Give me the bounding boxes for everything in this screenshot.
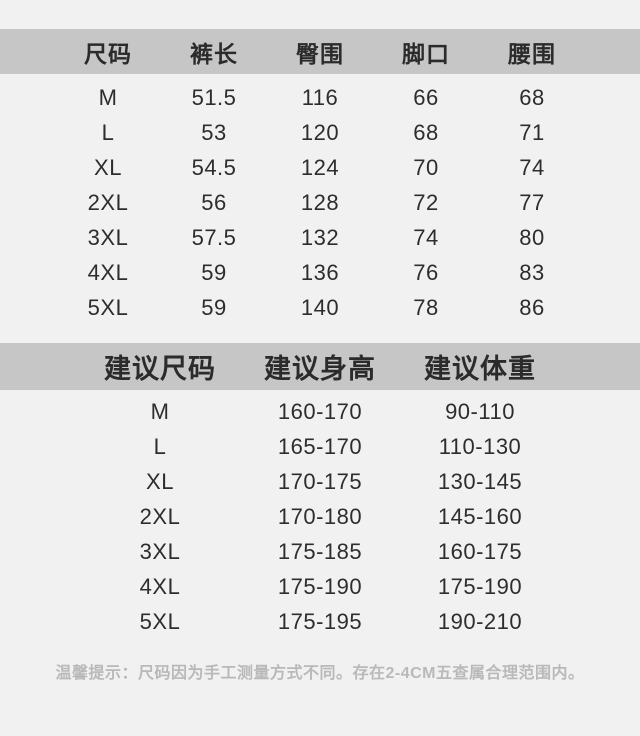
cell-waist: 71	[519, 119, 545, 145]
table-row: 3XL 57.5 132 74 80	[0, 220, 640, 255]
cell-leg-opening: 66	[413, 84, 439, 110]
cell-pant-length: 59	[201, 259, 227, 285]
cell-suggested-weight: 90-110	[445, 398, 515, 424]
column-header-pant-length: 裤长	[190, 40, 238, 67]
table-row: 5XL 175-195 190-210	[0, 604, 640, 639]
table-row: L 53 120 68 71	[0, 115, 640, 150]
cell-hip: 116	[301, 84, 339, 110]
column-header-size: 尺码	[84, 40, 132, 67]
cell-suggested-height: 175-185	[277, 538, 363, 564]
suggestion-table-header: 建议尺码 建议身高 建议体重	[0, 343, 640, 390]
table-row: 4XL 175-190 175-190	[0, 569, 640, 604]
cell-suggested-height: 160-170	[277, 398, 363, 424]
cell-pant-length: 59	[201, 294, 227, 320]
cell-suggested-size: 5XL	[139, 608, 181, 634]
cell-suggested-height: 165-170	[277, 433, 363, 459]
cell-size: XL	[94, 154, 122, 180]
cell-suggested-weight: 130-145	[437, 468, 523, 494]
cell-hip: 124	[300, 154, 340, 180]
cell-suggested-height: 175-190	[277, 573, 363, 599]
cell-suggested-size: M	[150, 398, 170, 424]
cell-leg-opening: 78	[413, 294, 439, 320]
column-header-waist: 腰围	[508, 40, 556, 67]
cell-size: M	[98, 84, 118, 110]
table-row: 2XL 56 128 72 77	[0, 185, 640, 220]
table-row: L 165-170 110-130	[0, 429, 640, 464]
cell-suggested-size: 3XL	[139, 538, 181, 564]
cell-waist: 74	[519, 154, 545, 180]
column-header-leg-opening: 脚口	[402, 40, 450, 67]
size-table-body: M 51.5 116 66 68 L 53 120 68 71 XL 54.5 …	[0, 80, 640, 325]
cell-leg-opening: 72	[413, 189, 439, 215]
cell-pant-length: 57.5	[191, 224, 237, 250]
cell-pant-length: 54.5	[191, 154, 237, 180]
cell-suggested-weight: 160-175	[437, 538, 523, 564]
cell-waist: 83	[519, 259, 545, 285]
cell-waist: 80	[519, 224, 545, 250]
cell-hip: 120	[300, 119, 340, 145]
cell-size: 3XL	[87, 224, 129, 250]
column-header-suggested-size: 建议尺码	[104, 354, 216, 384]
cell-size: 2XL	[87, 189, 129, 215]
cell-hip: 132	[300, 224, 340, 250]
cell-pant-length: 56	[201, 189, 227, 215]
table-row: 2XL 170-180 145-160	[0, 499, 640, 534]
cell-hip: 128	[300, 189, 340, 215]
cell-suggested-weight: 110-130	[438, 433, 522, 459]
cell-pant-length: 51.5	[191, 84, 237, 110]
cell-suggested-weight: 190-210	[437, 608, 523, 634]
cell-waist: 68	[519, 84, 545, 110]
size-chart-sheet: 尺码 裤长 臀围 脚口 腰围 M 51.5 116 66 68 L 53 120…	[0, 29, 640, 736]
column-header-suggested-height: 建议身高	[264, 354, 376, 384]
cell-leg-opening: 76	[413, 259, 439, 285]
cell-suggested-size: 4XL	[139, 573, 181, 599]
cell-leg-opening: 70	[413, 154, 439, 180]
suggestion-table-body: M 160-170 90-110 L 165-170 110-130 XL 17…	[0, 394, 640, 639]
cell-suggested-weight: 175-190	[437, 573, 523, 599]
cell-waist: 77	[519, 189, 545, 215]
table-row: 4XL 59 136 76 83	[0, 255, 640, 290]
cell-suggested-height: 170-175	[277, 468, 363, 494]
cell-suggested-size: XL	[146, 468, 174, 494]
cell-suggested-height: 175-195	[277, 608, 363, 634]
cell-waist: 86	[519, 294, 545, 320]
table-row: XL 170-175 130-145	[0, 464, 640, 499]
table-row: M 160-170 90-110	[0, 394, 640, 429]
cell-suggested-height: 170-180	[277, 503, 363, 529]
table-row: XL 54.5 124 70 74	[0, 150, 640, 185]
column-header-suggested-weight: 建议体重	[424, 354, 536, 384]
measurement-note: 温馨提示：尺码因为手工测量方式不同。存在2-4CM五查属合理范围内。	[55, 665, 585, 682]
cell-hip: 136	[300, 259, 340, 285]
table-row: M 51.5 116 66 68	[0, 80, 640, 115]
column-header-hip: 臀围	[296, 40, 344, 67]
cell-hip: 140	[300, 294, 340, 320]
cell-suggested-size: L	[153, 433, 167, 459]
table-row: 3XL 175-185 160-175	[0, 534, 640, 569]
cell-leg-opening: 74	[413, 224, 439, 250]
cell-suggested-weight: 145-160	[437, 503, 523, 529]
cell-size: L	[101, 119, 115, 145]
table-row: 5XL 59 140 78 86	[0, 290, 640, 325]
cell-suggested-size: 2XL	[139, 503, 181, 529]
size-table-header: 尺码 裤长 臀围 脚口 腰围	[0, 29, 640, 74]
cell-leg-opening: 68	[413, 119, 439, 145]
cell-size: 5XL	[87, 294, 129, 320]
cell-pant-length: 53	[201, 119, 227, 145]
cell-size: 4XL	[87, 259, 129, 285]
